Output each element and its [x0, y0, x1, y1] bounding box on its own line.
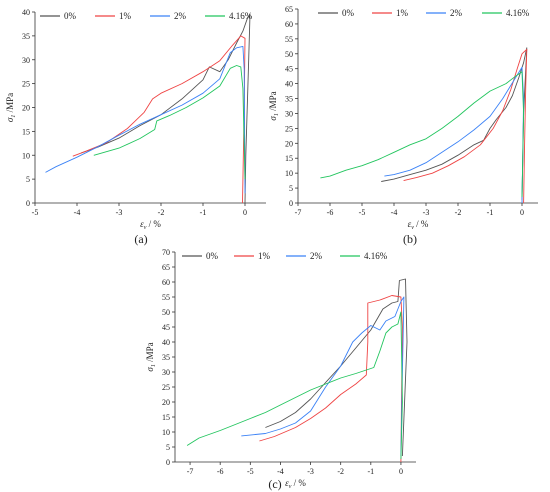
- y-tick-label: 30: [22, 56, 30, 65]
- y-tick-label: 10: [22, 151, 30, 160]
- y-tick-label: 5: [166, 443, 170, 452]
- chart-panel-a: -5 -4 -3 -2 -1 0 0 5 10 15 20 25 30 35 40 εv / % σ1 /MPa…: [5, 8, 266, 231]
- series-line-1: [403, 48, 528, 204]
- y-tick-label: 40: [162, 338, 170, 347]
- y-tick-label: 25: [162, 383, 170, 392]
- series-line-416: [186, 311, 403, 460]
- legend-label: 2%: [310, 251, 323, 261]
- series-line-2: [384, 66, 525, 204]
- series-line-416: [320, 71, 525, 198]
- x-tick-label: -5: [32, 208, 39, 217]
- legend-label: 4.16%: [506, 8, 530, 18]
- y-tick-label: 0: [289, 199, 293, 208]
- y-tick-label: 10: [285, 169, 293, 178]
- panel-label-c: (c): [268, 477, 281, 491]
- y-tick-label: 35: [162, 353, 170, 362]
- x-tick-label: -1: [487, 208, 494, 217]
- x-tick-label: -3: [116, 208, 123, 217]
- y-tick-label: 0: [166, 458, 170, 467]
- y-tick-label: 40: [22, 8, 30, 17]
- y-tick-label: 55: [285, 35, 293, 44]
- y-tick-label: 25: [22, 80, 30, 89]
- y-tick-label: 15: [285, 154, 293, 163]
- y-tick-label: 60: [285, 20, 293, 29]
- y-tick-label: 35: [285, 95, 293, 104]
- legend-label: 1%: [396, 8, 409, 18]
- legend-label: 2%: [450, 8, 463, 18]
- y-tick-label: 45: [285, 65, 293, 74]
- y-axis-label: σ1 /MPa: [145, 342, 157, 371]
- x-tick-label: -2: [158, 208, 165, 217]
- legend-label: 2%: [174, 11, 187, 21]
- legend-label: 0%: [206, 251, 219, 261]
- x-axis-label: εv / %: [140, 219, 161, 231]
- x-tick-label: -7: [295, 208, 302, 217]
- series-line-1: [259, 295, 403, 463]
- y-tick-label: 50: [285, 50, 293, 59]
- y-tick-label: 10: [162, 428, 170, 437]
- y-tick-label: 15: [162, 413, 170, 422]
- x-tick-label: -1: [200, 208, 207, 217]
- x-tick-label: -1: [367, 467, 374, 476]
- y-tick-label: 20: [285, 139, 293, 148]
- y-tick-label: 5: [289, 184, 293, 193]
- series-line-416: [93, 65, 246, 180]
- y-tick-label: 60: [162, 278, 170, 287]
- x-tick-label: -6: [327, 208, 334, 217]
- x-axis-label: εv / %: [285, 478, 306, 490]
- x-tick-label: -6: [217, 467, 224, 476]
- x-axis-label: εv / %: [408, 219, 429, 231]
- legend-label: 0%: [64, 11, 77, 21]
- y-tick-label: 40: [285, 80, 293, 89]
- y-tick-label: 30: [162, 368, 170, 377]
- y-tick-label: 15: [22, 127, 30, 136]
- x-tick-label: -2: [455, 208, 462, 217]
- y-tick-label: 20: [162, 398, 170, 407]
- legend-label: 1%: [119, 11, 132, 21]
- y-tick-label: 35: [22, 32, 30, 41]
- y-tick-label: 50: [162, 308, 170, 317]
- series-line-0: [381, 47, 528, 201]
- series-line-1: [72, 35, 246, 204]
- y-tick-label: 30: [285, 109, 293, 118]
- x-tick-label: -3: [307, 467, 314, 476]
- y-axis-label: σ1 /MPa: [268, 91, 280, 120]
- x-tick-label: -4: [74, 208, 81, 217]
- y-tick-label: 65: [285, 5, 293, 14]
- y-tick-label: 20: [22, 104, 30, 113]
- x-tick-label: -7: [187, 467, 194, 476]
- legend-label: 0%: [342, 8, 355, 18]
- x-tick-label: -5: [247, 467, 254, 476]
- x-tick-label: -2: [337, 467, 344, 476]
- x-tick-label: 0: [520, 208, 524, 217]
- chart-panel-b: -7 -6 -5 -4 -3 -2 -1 0 0 5 10 15 20 25 30 35 40 45 50 55 60 6…: [268, 5, 538, 231]
- panel-label-b: (b): [403, 232, 417, 246]
- x-tick-label: -4: [391, 208, 398, 217]
- series-line-2: [241, 296, 405, 457]
- legend-label: 4.16%: [364, 251, 388, 261]
- x-tick-label: 0: [399, 467, 403, 476]
- y-tick-label: 70: [162, 248, 170, 257]
- chart-panel-c: -7 -6 -5 -4 -3 -2 -1 0 0 5 10 15 20 25 30 35 40 45 50 55 60 6…: [145, 248, 416, 490]
- series-line-0: [81, 13, 251, 204]
- y-tick-label: 45: [162, 323, 170, 332]
- y-axis-label: σ1 /MPa: [5, 93, 17, 122]
- x-tick-label: -3: [423, 208, 430, 217]
- legend-label: 4.16%: [229, 11, 253, 21]
- y-tick-label: 5: [26, 175, 30, 184]
- series-line-0: [265, 278, 408, 457]
- x-tick-label: -5: [359, 208, 366, 217]
- legend-label: 1%: [258, 251, 271, 261]
- y-tick-label: 55: [162, 293, 170, 302]
- y-tick-label: 65: [162, 263, 170, 272]
- panel-label-a: (a): [134, 232, 147, 246]
- x-tick-label: 0: [243, 208, 247, 217]
- series-line-2: [45, 45, 246, 194]
- y-tick-label: 0: [26, 199, 30, 208]
- y-tick-label: 25: [285, 124, 293, 133]
- x-tick-label: -4: [277, 467, 284, 476]
